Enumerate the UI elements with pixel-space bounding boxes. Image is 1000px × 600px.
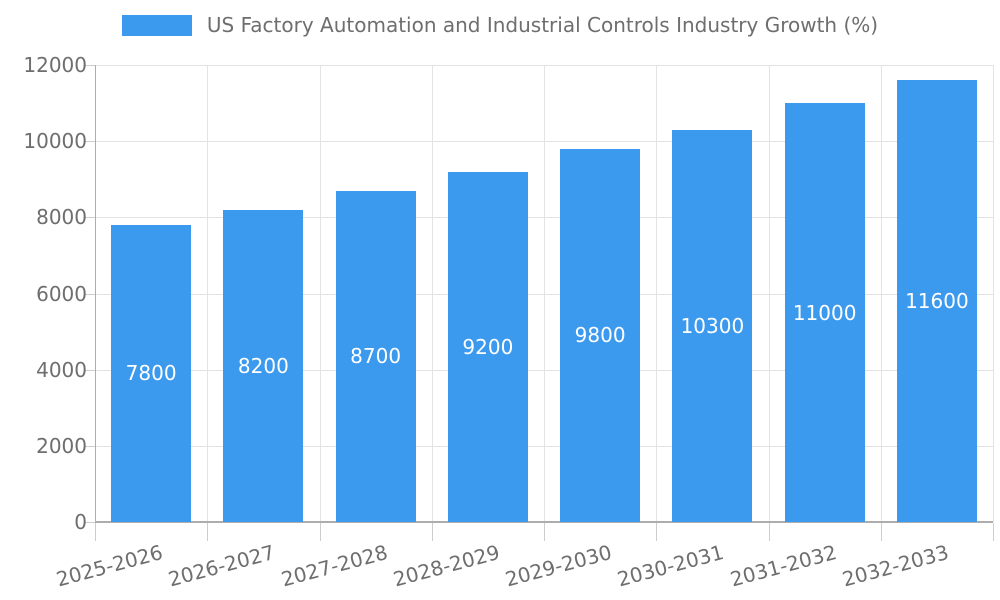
- x-axis-tick: [544, 523, 545, 541]
- bar-value-label: 8200: [237, 353, 289, 378]
- x-axis-tick-label: 2030-2031: [615, 540, 727, 592]
- y-axis-tick-label: 12000: [23, 53, 87, 77]
- x-axis-tick: [993, 523, 994, 541]
- y-axis-tick: [84, 370, 95, 371]
- gridline: [881, 65, 882, 522]
- gridline: [993, 65, 994, 522]
- x-axis-tick: [881, 523, 882, 541]
- bar-value-label: 9800: [574, 323, 626, 348]
- gridline: [207, 65, 208, 522]
- y-axis-tick-label: 0: [74, 510, 87, 534]
- gridline: [320, 65, 321, 522]
- x-axis-tick: [769, 523, 770, 541]
- y-axis-tick: [84, 446, 95, 447]
- x-axis-tick-label: 2027-2028: [278, 540, 390, 592]
- x-axis-tick: [656, 523, 657, 541]
- gridline: [656, 65, 657, 522]
- x-axis-tick: [95, 523, 96, 541]
- y-axis-tick: [84, 141, 95, 142]
- bar[interactable]: [111, 224, 192, 522]
- x-axis-tick-label: 2029-2030: [502, 540, 615, 592]
- gridline: [432, 65, 433, 522]
- x-axis-tick-label: 2032-2033: [839, 540, 952, 592]
- bar[interactable]: [784, 103, 865, 522]
- y-axis-tick-label: 8000: [36, 205, 87, 230]
- bar-value-label: 11000: [792, 300, 857, 325]
- x-axis-tick: [207, 523, 208, 541]
- y-axis-tick: [84, 217, 95, 218]
- y-axis-tick-label: 6000: [36, 281, 87, 306]
- bar[interactable]: [335, 190, 416, 522]
- bar[interactable]: [560, 148, 641, 522]
- x-axis-line: [95, 521, 993, 523]
- gridline: [769, 65, 770, 522]
- x-axis-tick: [432, 523, 433, 541]
- y-axis-tick: [84, 522, 95, 523]
- bar[interactable]: [896, 80, 977, 522]
- bar-value-label: 11600: [905, 289, 969, 314]
- chart-legend: US Factory Automation and Industrial Con…: [0, 13, 1000, 37]
- x-axis-tick: [320, 523, 321, 541]
- y-axis-tick: [84, 65, 95, 66]
- x-axis-tick-label: 2031-2032: [727, 540, 839, 592]
- bar-value-label: 9200: [462, 334, 514, 359]
- y-axis-tick-label: 4000: [36, 357, 87, 382]
- y-axis-tick: [84, 294, 95, 295]
- bar-value-label: 10300: [680, 313, 745, 338]
- legend-swatch-icon: [121, 14, 192, 36]
- gridline: [544, 65, 545, 522]
- x-axis-tick-label: 2028-2029: [390, 540, 503, 592]
- legend-label: US Factory Automation and Industrial Con…: [206, 13, 879, 37]
- bar[interactable]: [447, 171, 528, 522]
- legend-item[interactable]: US Factory Automation and Industrial Con…: [121, 13, 879, 37]
- bar-value-label: 7800: [125, 361, 177, 386]
- x-axis-tick-label: 2026-2027: [166, 540, 278, 592]
- x-axis-tick-label: 2025-2026: [53, 540, 166, 592]
- y-axis-tick-label: 10000: [23, 129, 87, 154]
- y-axis-tick-label: 2000: [36, 433, 87, 458]
- bar[interactable]: [672, 129, 753, 522]
- y-axis-line: [95, 65, 96, 522]
- bar[interactable]: [223, 209, 304, 522]
- bar-value-label: 8700: [350, 344, 402, 369]
